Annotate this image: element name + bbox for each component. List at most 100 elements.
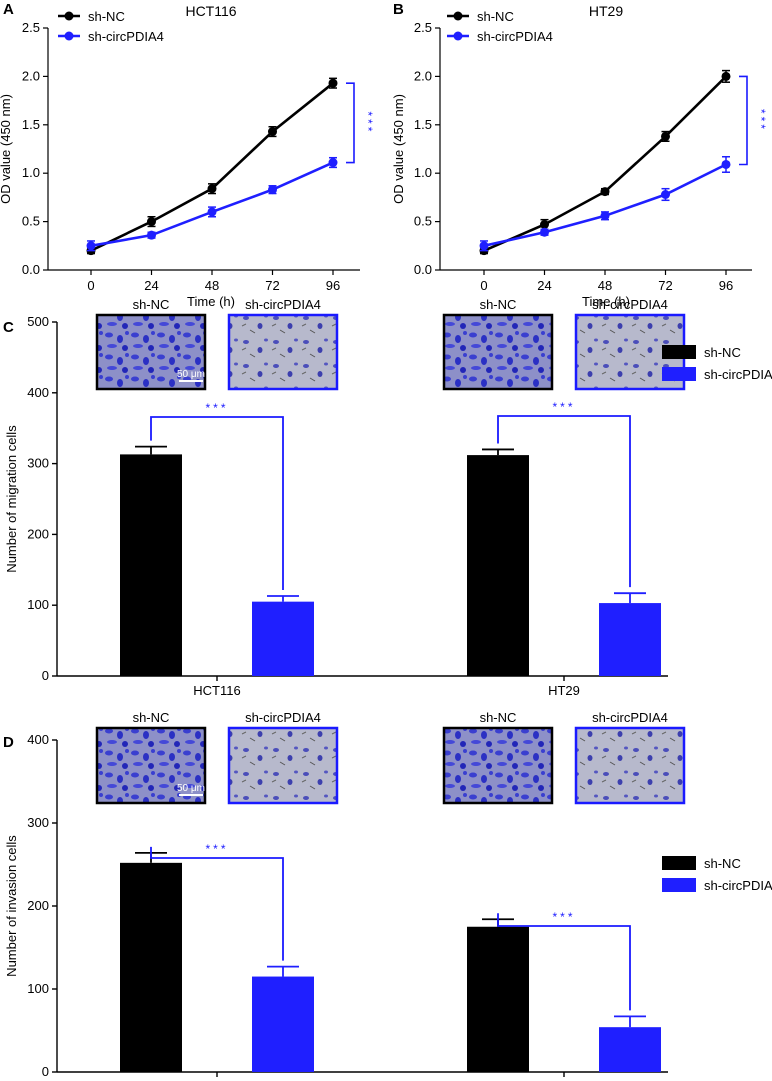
bar [252,976,314,1072]
image-label: sh-NC [133,297,170,312]
image-label: sh-circPDIA4 [592,710,668,725]
legend-swatch [662,878,696,892]
bar [599,1027,661,1072]
x-tick-label: 96 [326,278,340,293]
panel-label-a: A [3,1,14,18]
image-label: sh-NC [480,710,517,725]
y-axis-label: Number of invasion cells [4,835,19,977]
legend-marker [64,31,74,41]
chart-panel-c: 0 100 200 300 400 500 Number of migration cell… [4,297,772,698]
legend-marker [453,31,463,41]
data-point [540,227,549,237]
y-tick-label: 200 [27,898,49,913]
data-point [721,71,731,81]
y-tick-label: 1.5 [414,117,432,132]
legend-swatch [662,345,696,359]
x-tick-label: 0 [480,278,487,293]
y-axis-label: OD value (450 nm) [391,94,406,204]
legend-label: sh-NC [704,345,741,360]
data-point [86,241,96,251]
significance-bracket [346,82,355,164]
y-tick-label: 200 [27,526,49,541]
y-tick-label: 0.5 [22,214,40,229]
legend-label: sh-NC [704,856,741,871]
micrograph-image [442,313,554,391]
x-tick-label: 72 [265,278,279,293]
data-point [328,78,338,88]
significance-bracket [150,416,284,590]
data-point [661,189,670,199]
series-line [90,82,334,252]
bar [599,603,661,676]
legend-swatch [662,856,696,870]
y-tick-label: 400 [27,732,49,747]
x-tick-label: 24 [537,278,551,293]
image-label: sh-NC [133,710,170,725]
micrograph-image [227,313,339,391]
y-axis-label: OD value (450 nm) [0,94,13,204]
data-point [147,217,156,227]
y-tick-label: 0.5 [414,214,432,229]
significance-label: *** [552,400,575,414]
panel-label-d: D [3,734,14,751]
bar [120,862,182,1072]
micrograph-image [95,726,207,805]
legend-label: sh-circPDIA4 [88,29,164,44]
data-point [661,131,670,141]
significance-bracket [497,913,631,1011]
y-tick-label: 500 [27,314,49,329]
legend-label: sh-circPDIA4 [704,367,772,382]
y-tick-label: 2.0 [414,68,432,83]
legend-marker [64,11,74,21]
data-point [207,207,217,217]
chart-title: HCT116 [185,3,236,19]
x-tick-label: HCT116 [193,1079,240,1081]
legend-label: sh-NC [477,9,514,24]
data-point [479,241,489,251]
significance-bracket [150,846,284,961]
y-tick-label: 100 [27,981,49,996]
x-tick-label: 48 [205,278,219,293]
x-tick-label: 0 [87,278,94,293]
bar [252,601,314,676]
scale-bar-label: 50 μm [177,783,205,794]
significance-label: *** [754,109,768,132]
y-tick-label: 300 [27,456,49,471]
x-axis-label: Time (h) [187,294,235,309]
image-label: sh-circPDIA4 [245,297,321,312]
y-tick-label: 2.5 [22,20,40,35]
image-label: sh-circPDIA4 [592,297,668,312]
chart-panel-d: 0 100 200 300 400 Number of invasion cells HCT… [4,710,772,1081]
y-tick-label: 300 [27,815,49,830]
y-tick-label: 0 [42,668,49,683]
y-tick-label: 1.5 [22,117,40,132]
y-tick-label: 0 [42,1064,49,1079]
micrograph-image [95,313,207,391]
data-point [540,220,549,230]
legend-label: sh-circPDIA4 [477,29,553,44]
data-point [600,211,610,221]
bar [120,454,182,676]
legend-marker [453,11,463,21]
legend-label: sh-NC [88,9,125,24]
micrograph-image [442,726,554,805]
chart-panel-a: 0.0 0.5 1.0 1.5 2.0 2.5 0 24 48 72 96 Time (h) OD va… [0,3,375,309]
image-label: sh-NC [480,297,517,312]
significance-bracket [739,75,748,166]
y-tick-label: 0.0 [22,262,40,277]
scale-bar-label: 50 μm [177,369,205,380]
chart-panel-b: 0.0 0.5 1.0 1.5 2.0 2.5 0 24 48 72 96 Time (h) OD va… [391,3,768,309]
data-point [147,230,156,240]
x-tick-label: HT29 [548,1079,580,1081]
x-tick-label: 24 [144,278,158,293]
bar [467,455,529,676]
significance-label: *** [205,842,228,856]
data-point [328,158,338,168]
significance-label: *** [552,910,575,924]
micrograph-image [574,726,686,805]
x-axis-label: Time (h) [582,294,630,309]
y-tick-label: 400 [27,385,49,400]
significance-bracket [497,415,631,588]
panel-label-c: C [3,319,14,336]
